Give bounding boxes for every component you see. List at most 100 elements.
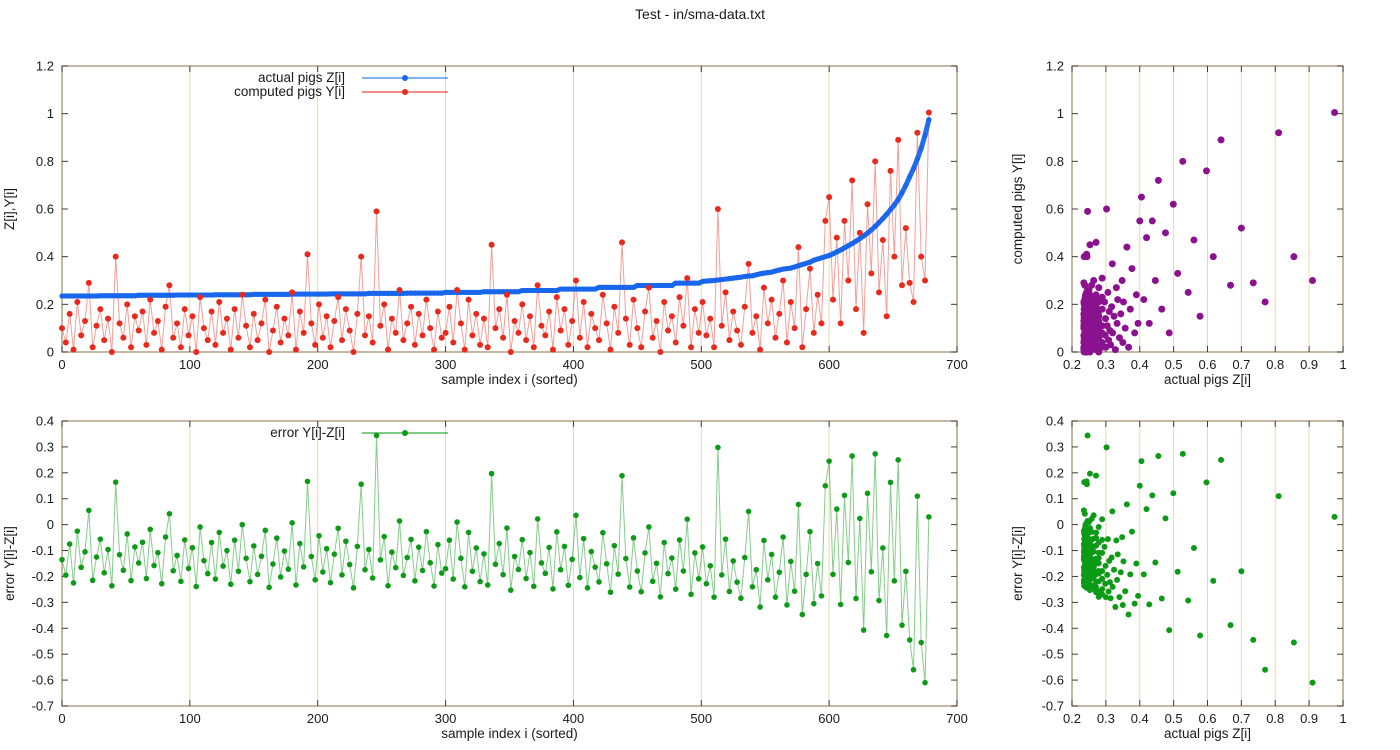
- panel-zy-vs-index: 0 100 200 300 400 500 600 700 0 0.2 0.4 0.6 0.8 1 1.2 s…: [2, 59, 968, 388]
- x-tick-label: 0.6: [1198, 357, 1216, 372]
- y-tick-label: 0.3: [1046, 439, 1064, 454]
- y-tick-label: -0.6: [32, 673, 54, 688]
- y-tick-label: -0.3: [1042, 595, 1064, 610]
- axis-ticks: 0 100 200 300 400 500 600 700 0 0.2 0.4 0.6 0.8 1 1.2: [36, 59, 968, 373]
- panel-error-vs-index: 0 100 200 300 400 500 600 700 -0.7 -0.6 -0.5 -0.4 -0…: [2, 414, 968, 742]
- x-tick-label: 700: [946, 711, 968, 726]
- x-tick-label: 200: [307, 711, 329, 726]
- y-tick-label: 0.2: [36, 297, 54, 312]
- y-tick-label: 1: [1057, 106, 1064, 121]
- x-tick-label: 0.7: [1232, 711, 1250, 726]
- x-tick-label: 500: [690, 711, 712, 726]
- legend-point-sample: [402, 430, 408, 436]
- x-tick-label: 300: [435, 711, 457, 726]
- axis-ticks: 0 100 200 300 400 500 600 700 -0.7 -0.6 -0.5 -0.4 -0…: [32, 414, 968, 727]
- x-tick-label: 500: [690, 357, 712, 372]
- x-tick-label: 0.4: [1131, 357, 1149, 372]
- legend-point-sample: [402, 89, 408, 95]
- series-points: [59, 109, 932, 355]
- y-tick-label: -0.3: [32, 595, 54, 610]
- x-tick-label: 0: [58, 357, 65, 372]
- panel-error-vs-actual: 0.2 0.3 0.4 0.5 0.6 0.7 0.8 0.9 1 -0.7 -0.6 -0.5 -0.…: [1010, 414, 1347, 742]
- x-tick-label: 0.9: [1300, 357, 1318, 372]
- x-tick-label: 200: [307, 357, 329, 372]
- y-tick-label: 0.2: [36, 465, 54, 480]
- x-axis-label: actual pigs Z[i]: [1164, 372, 1251, 387]
- y-tick-label: -0.5: [32, 647, 54, 662]
- x-tick-label: 300: [435, 357, 457, 372]
- x-tick-label: 0.6: [1198, 711, 1216, 726]
- y-axis-label: error Y[i]-Z[i]: [2, 526, 17, 601]
- series-line: [61, 435, 930, 683]
- axis-ticks: 0.2 0.3 0.4 0.5 0.6 0.7 0.8 0.9 1 -0.7 -0.6 -0.5 -0.…: [1042, 414, 1347, 727]
- y-tick-label: -0.7: [1042, 699, 1064, 714]
- y-tick-label: 0.8: [36, 154, 54, 169]
- legend-label: actual pigs Z[i]: [258, 70, 345, 85]
- y-tick-label: -0.2: [32, 569, 54, 584]
- x-tick-label: 0.5: [1165, 711, 1183, 726]
- axis-ticks: 0.2 0.3 0.4 0.5 0.6 0.7 0.8 0.9 100.20.40.60.811…: [1046, 59, 1347, 373]
- legend: actual pigs Z[i]computed pigs Y[i]: [234, 70, 448, 99]
- series-points: [1080, 432, 1338, 686]
- series-points: [1080, 108, 1339, 356]
- y-tick-label: 0: [1057, 345, 1064, 360]
- legend: error Y[i]-Z[i]: [270, 425, 448, 440]
- y-tick-label: -0.6: [1042, 673, 1064, 688]
- y-tick-label: -0.1: [32, 543, 54, 558]
- x-tick-label: 0.2: [1063, 711, 1081, 726]
- x-tick-label: 0.2: [1063, 357, 1081, 372]
- x-tick-label: 0.3: [1097, 357, 1115, 372]
- x-tick-label: 0.9: [1300, 711, 1318, 726]
- y-tick-label: -0.5: [1042, 647, 1064, 662]
- y-tick-label: -0.4: [32, 621, 54, 636]
- y-tick-label: 1.2: [36, 59, 54, 74]
- x-tick-label: 0.5: [1165, 357, 1183, 372]
- y-tick-label: -0.4: [1042, 621, 1064, 636]
- x-tick-label: 600: [818, 357, 840, 372]
- y-tick-label: 0.4: [1046, 414, 1064, 429]
- y-tick-label: 0.2: [1046, 297, 1064, 312]
- y-tick-label: 0.1: [1046, 491, 1064, 506]
- series-points: [59, 117, 932, 299]
- y-axis-label: error Y[i]-Z[i]: [1010, 526, 1025, 601]
- x-tick-label: 400: [563, 711, 585, 726]
- y-tick-label: -0.2: [1042, 569, 1064, 584]
- y-tick-label: 0.6: [1046, 202, 1064, 217]
- x-tick-label: 0.7: [1232, 357, 1250, 372]
- figure-title: Test - in/sma-data.txt: [635, 6, 765, 22]
- x-tick-label: 100: [179, 711, 201, 726]
- y-tick-label: -0.7: [32, 699, 54, 714]
- y-axis-label: computed pigs Y[i]: [1010, 154, 1025, 265]
- y-tick-label: 0.4: [36, 414, 54, 429]
- x-axis-label: sample index i (sorted): [441, 726, 578, 741]
- x-tick-label: 0.4: [1131, 711, 1149, 726]
- y-tick-label: 0.3: [36, 439, 54, 454]
- plot-border: [61, 420, 958, 707]
- x-tick-label: 1: [1339, 711, 1346, 726]
- y-tick-label: 0.8: [1046, 154, 1064, 169]
- y-tick-label: 0: [1057, 517, 1064, 532]
- x-tick-label: 0.3: [1097, 711, 1115, 726]
- y-tick-label: 1: [47, 106, 54, 121]
- x-tick-label: 1: [1339, 357, 1346, 372]
- y-tick-label: 0.6: [36, 202, 54, 217]
- y-tick-label: 0: [47, 517, 54, 532]
- x-tick-label: 0.8: [1266, 357, 1284, 372]
- x-tick-label: 100: [179, 357, 201, 372]
- x-tick-label: 700: [946, 357, 968, 372]
- y-tick-label: 0: [47, 345, 54, 360]
- x-tick-label: 600: [818, 711, 840, 726]
- y-axis-label: Z[i],Y[i]: [2, 188, 17, 230]
- y-tick-label: 0.4: [1046, 249, 1064, 264]
- y-tick-label: -0.1: [1042, 543, 1064, 558]
- y-tick-label: 0.4: [36, 249, 54, 264]
- x-axis-label: sample index i (sorted): [441, 372, 578, 387]
- plot-border: [61, 65, 958, 353]
- x-tick-label: 0: [58, 711, 65, 726]
- x-tick-label: 0.8: [1266, 711, 1284, 726]
- x-axis-label: actual pigs Z[i]: [1164, 726, 1251, 741]
- panel-computed-vs-actual: 0.2 0.3 0.4 0.5 0.6 0.7 0.8 0.9 100.20.40.60.811…: [1010, 59, 1347, 388]
- y-tick-label: 0.1: [36, 491, 54, 506]
- series-points: [59, 432, 932, 686]
